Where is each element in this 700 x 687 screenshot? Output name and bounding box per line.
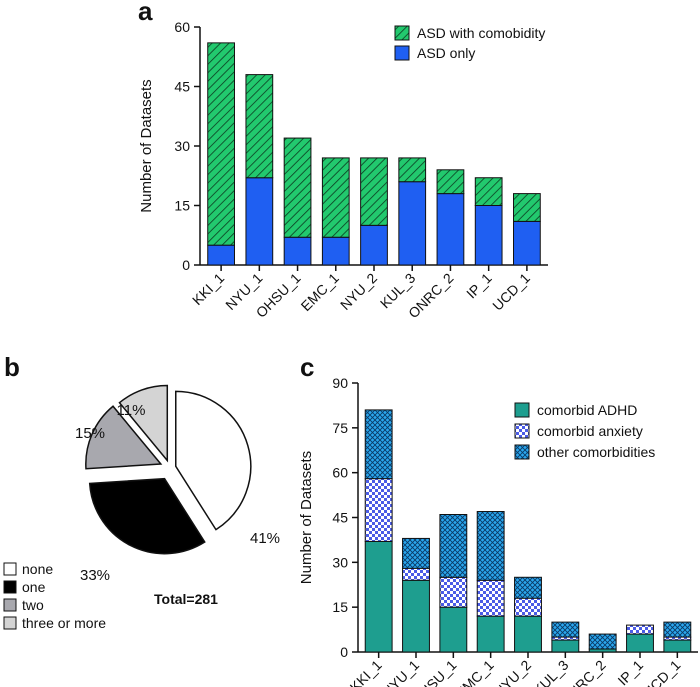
bar — [321, 236, 350, 266]
pie-total-label: Total=281 — [154, 591, 218, 607]
x-tick-label: UCD_1 — [489, 270, 533, 314]
bar — [626, 633, 654, 653]
bar — [476, 511, 505, 581]
y-tick-label: 60 — [332, 465, 348, 481]
bar — [588, 633, 617, 650]
bar — [402, 567, 430, 581]
bar — [514, 615, 542, 653]
pie-slice — [175, 390, 252, 531]
pie-percent-label: 11% — [117, 402, 146, 419]
bar — [364, 540, 393, 653]
bar — [360, 224, 388, 266]
y-tick-label: 0 — [182, 257, 190, 273]
legend-swatch — [514, 402, 530, 418]
y-tick-label: 15 — [174, 198, 190, 214]
pie-legend-label: one — [22, 579, 46, 595]
legend-swatch — [394, 25, 410, 41]
bar — [514, 597, 542, 617]
bar — [402, 579, 430, 653]
x-tick-label: NYU_2 — [337, 270, 380, 313]
legend-label: ASD only — [417, 45, 475, 61]
legend-label: other comorbidities — [537, 444, 655, 460]
panel-letter-c: c — [300, 352, 314, 382]
pie-percent-label: 15% — [75, 425, 105, 442]
pie-legend-swatch — [3, 562, 17, 576]
legend-swatch — [514, 423, 530, 439]
bar — [476, 579, 505, 617]
pie-legend-swatch — [3, 580, 17, 594]
bar — [245, 74, 274, 179]
y-tick-label: 30 — [332, 554, 348, 570]
x-tick-label: KKI_1 — [347, 657, 385, 687]
legend-label: ASD with comobidity — [417, 25, 545, 41]
y-axis-label: Number of Datasets — [298, 451, 315, 584]
bar — [514, 576, 542, 599]
y-tick-label: 15 — [332, 599, 348, 615]
chart-b: 41% 33% 15% 11% Total=281 none one two three or … — [3, 384, 280, 631]
bar — [439, 514, 468, 578]
legend-swatch — [394, 45, 410, 61]
bar — [364, 409, 393, 480]
bar — [283, 137, 312, 238]
bar — [551, 639, 580, 653]
bar — [551, 621, 580, 638]
y-tick-label: 45 — [332, 510, 348, 526]
y-tick-label: 30 — [174, 138, 190, 154]
bar — [436, 169, 465, 195]
y-axis-label: Number of Datasets — [138, 79, 155, 212]
panel-letter-b: b — [4, 352, 20, 382]
bar — [402, 537, 430, 569]
bar — [513, 193, 541, 222]
y-tick-label: 0 — [340, 644, 348, 660]
legend-swatch — [514, 444, 530, 460]
pie-legend-label: none — [22, 561, 53, 577]
pie-legend-label: three or more — [22, 615, 106, 631]
y-tick-label: 60 — [174, 19, 190, 35]
x-tick-label: EMC_1 — [452, 657, 496, 687]
legend-label: comorbid anxiety — [537, 423, 643, 439]
bar — [663, 621, 692, 638]
pie-slice — [88, 477, 206, 555]
bar — [663, 639, 692, 653]
pie-legend-swatch — [3, 616, 17, 630]
y-tick-label: 75 — [332, 420, 348, 436]
x-tick-label: UCD_1 — [640, 657, 684, 687]
bar — [476, 615, 505, 653]
x-tick-label: EMC_1 — [298, 270, 342, 314]
x-tick-label: KUL_3 — [530, 657, 572, 687]
bar — [436, 193, 465, 266]
bar — [364, 478, 393, 542]
y-tick-label: 45 — [174, 79, 190, 95]
bar — [207, 244, 235, 266]
bar — [474, 205, 503, 266]
pie-slice — [85, 405, 163, 470]
bar — [360, 157, 388, 226]
pie-percent-label: 33% — [80, 567, 110, 584]
x-tick-label: IP_1 — [614, 657, 646, 687]
bar — [283, 236, 312, 266]
legend-label: comorbid ADHD — [537, 402, 637, 418]
bar — [439, 576, 468, 608]
bar — [626, 624, 654, 635]
bar — [398, 157, 427, 183]
bar — [398, 181, 427, 266]
bar — [513, 220, 541, 266]
x-tick-label: NYU_2 — [491, 657, 534, 687]
bar — [245, 177, 274, 266]
pie-percent-label: 41% — [250, 530, 280, 547]
pie-slice — [118, 384, 169, 463]
bar — [321, 157, 350, 238]
pie-legend-swatch — [3, 598, 17, 612]
bar — [207, 42, 235, 246]
x-tick-label: IP_1 — [463, 270, 495, 302]
y-tick-label: 90 — [332, 375, 348, 391]
x-tick-label: NYU_1 — [379, 657, 422, 687]
bar — [439, 606, 468, 653]
bar — [474, 177, 503, 207]
pie-legend-label: two — [22, 597, 44, 613]
panel-letter-a: a — [138, 0, 153, 26]
